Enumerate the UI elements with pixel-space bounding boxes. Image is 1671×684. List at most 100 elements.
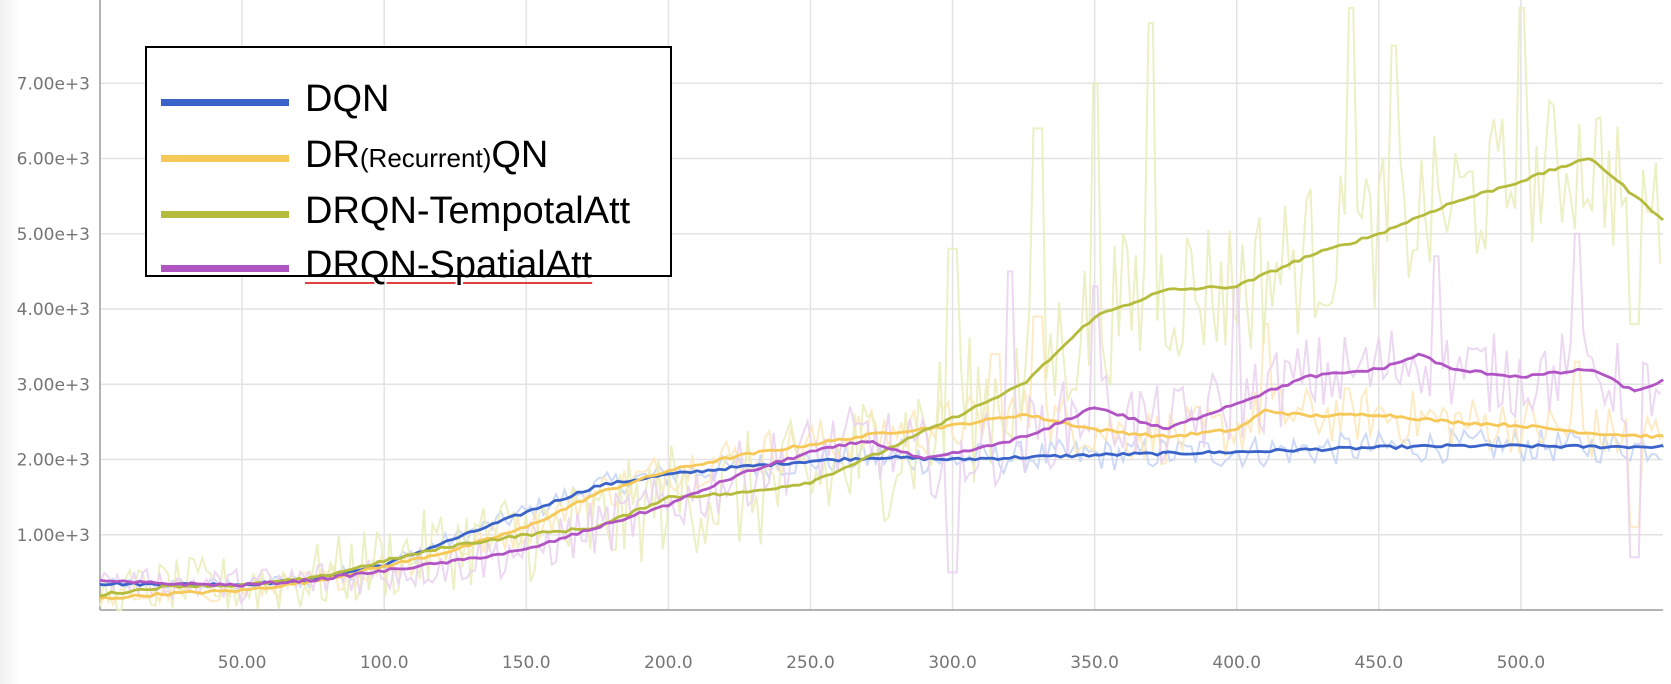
data-point-dqn (1022, 456, 1025, 459)
data-point-dr-recurrent-qn (241, 589, 243, 592)
data-point-dqn (1591, 445, 1593, 448)
y-tick-label: 3.00e+3 (17, 375, 90, 395)
data-point-dr-recurrent-qn (1662, 436, 1664, 438)
data-point-drqn-tempotalatt (667, 496, 670, 498)
data-point-drqn-tempotalatt (1306, 255, 1309, 258)
data-point-dr-recurrent-qn (880, 432, 883, 434)
data-point-dr-recurrent-qn (1306, 415, 1309, 417)
data-point-drqn-spatialatt (1633, 390, 1636, 393)
data-point-drqn-tempotalatt (1378, 232, 1380, 235)
legend-label-drqn-tempotalatt: DRQN-TempotalAtt (305, 190, 631, 232)
data-point-drqn-spatialatt (1420, 353, 1423, 355)
data-point-drqn-spatialatt (1037, 432, 1039, 434)
data-point-drqn-spatialatt (312, 579, 314, 581)
data-point-drqn-spatialatt (170, 582, 172, 585)
legend-item-drqn-tempotalatt: DRQN-TempotalAtt (147, 186, 670, 236)
legend-swatch-drqn-tempotalatt (161, 211, 289, 218)
y-tick-label: 7.00e+3 (17, 74, 90, 94)
legend-swatch-drqn (161, 155, 289, 162)
data-point-dr-recurrent-qn (383, 565, 385, 568)
data-point-drqn-spatialatt (1449, 368, 1451, 371)
data-point-drqn-spatialatt (241, 584, 243, 586)
y-tick-label: 5.00e+3 (17, 225, 90, 245)
data-point-dqn (880, 456, 883, 459)
data-point-drqn-tempotalatt (1633, 195, 1636, 197)
y-tick-label: 6.00e+3 (17, 150, 90, 170)
data-point-dr-recurrent-qn (1264, 409, 1266, 412)
data-point-drqn-spatialatt (866, 439, 869, 442)
smoothed-series-lines (99, 157, 1664, 600)
data-point-drqn-spatialatt (1378, 368, 1380, 371)
data-point-dqn (809, 460, 812, 462)
x-tick-label: 500.0 (1497, 653, 1546, 673)
data-point-drqn-spatialatt (525, 549, 528, 551)
data-point-dqn (1235, 451, 1238, 453)
legend-label-drqn: DR(Recurrent)QN (305, 134, 549, 176)
data-point-dqn (1449, 445, 1451, 447)
data-point-drqn-tempotalatt (1449, 202, 1451, 205)
data-point-dqn (99, 582, 101, 585)
data-point-dr-recurrent-qn (738, 454, 741, 457)
data-point-dr-recurrent-qn (1591, 432, 1593, 434)
data-point-drqn-spatialatt (1164, 428, 1167, 431)
data-point-dqn (667, 473, 670, 476)
y-tick-label: 1.00e+3 (17, 526, 90, 546)
data-point-drqn-tempotalatt (951, 417, 954, 419)
data-point-drqn-tempotalatt (1093, 315, 1096, 318)
data-point-dqn (454, 537, 457, 540)
data-point-dqn (1662, 445, 1664, 448)
data-point-dr-recurrent-qn (1378, 413, 1380, 416)
data-point-dr-recurrent-qn (596, 492, 599, 495)
data-point-drqn-spatialatt (1662, 379, 1664, 382)
y-tick-label: 4.00e+3 (17, 300, 90, 320)
data-point-drqn-spatialatt (1093, 406, 1096, 408)
data-point-drqn-spatialatt (383, 570, 385, 572)
data-point-drqn-tempotalatt (1520, 180, 1522, 182)
data-point-drqn-tempotalatt (1562, 165, 1565, 167)
data-point-dr-recurrent-qn (525, 526, 528, 529)
gridlines (99, 0, 1663, 611)
left-edge-shade (0, 0, 20, 684)
data-point-dr-recurrent-qn (1520, 424, 1522, 427)
data-point-drqn-spatialatt (1591, 368, 1593, 371)
data-point-drqn-spatialatt (923, 458, 925, 461)
data-point-dqn (1306, 448, 1309, 451)
legend: DQN DR(Recurrent)QN DRQN-TempotalAtt DRQ… (145, 46, 672, 286)
data-point-dqn (1164, 452, 1167, 455)
data-point-dqn (951, 458, 954, 461)
data-point-drqn-tempotalatt (525, 533, 528, 536)
legend-item-dqn: DQN (147, 74, 670, 124)
data-point-dr-recurrent-qn (454, 549, 457, 551)
data-point-drqn-spatialatt (667, 503, 670, 506)
data-point-dqn (1093, 454, 1096, 456)
series-line-drqn-spatialatt (99, 352, 1664, 588)
x-tick-label: 250.0 (786, 653, 835, 673)
data-point-drqn-spatialatt (1235, 402, 1238, 404)
data-point-dr-recurrent-qn (667, 469, 670, 472)
data-point-drqn-spatialatt (596, 526, 599, 529)
data-point-drqn-tempotalatt (1591, 157, 1593, 160)
data-point-dr-recurrent-qn (951, 424, 954, 427)
data-point-drqn-tempotalatt (738, 492, 741, 495)
data-point-drqn-spatialatt (1306, 375, 1309, 378)
x-tick-label: 100.0 (360, 653, 409, 673)
data-point-drqn-spatialatt (99, 580, 101, 583)
legend-label-dqn: DQN (305, 78, 390, 120)
data-point-drqn-spatialatt (1520, 375, 1522, 378)
data-point-dqn (738, 466, 741, 468)
data-point-dqn (1378, 446, 1380, 449)
raw-trace-drqn-spatialatt (99, 232, 1661, 605)
data-point-drqn-tempotalatt (809, 481, 812, 483)
data-point-drqn-spatialatt (738, 473, 741, 476)
raw-trace-dr-recurrent-qn (99, 315, 1662, 608)
x-tick-label: 350.0 (1070, 653, 1119, 673)
data-point-drqn-tempotalatt (1022, 383, 1025, 386)
data-point-drqn-spatialatt (980, 447, 982, 450)
data-point-drqn-spatialatt (454, 560, 457, 562)
tick-labels: 50.00 100.0 150.0 200.0 250.0 300.0 350.0 400.0… (17, 74, 1546, 673)
x-tick-label: 400.0 (1212, 653, 1261, 673)
data-point-drqn-tempotalatt (312, 577, 314, 580)
data-point-drqn-tempotalatt (99, 594, 101, 596)
data-point-dr-recurrent-qn (1164, 436, 1167, 438)
